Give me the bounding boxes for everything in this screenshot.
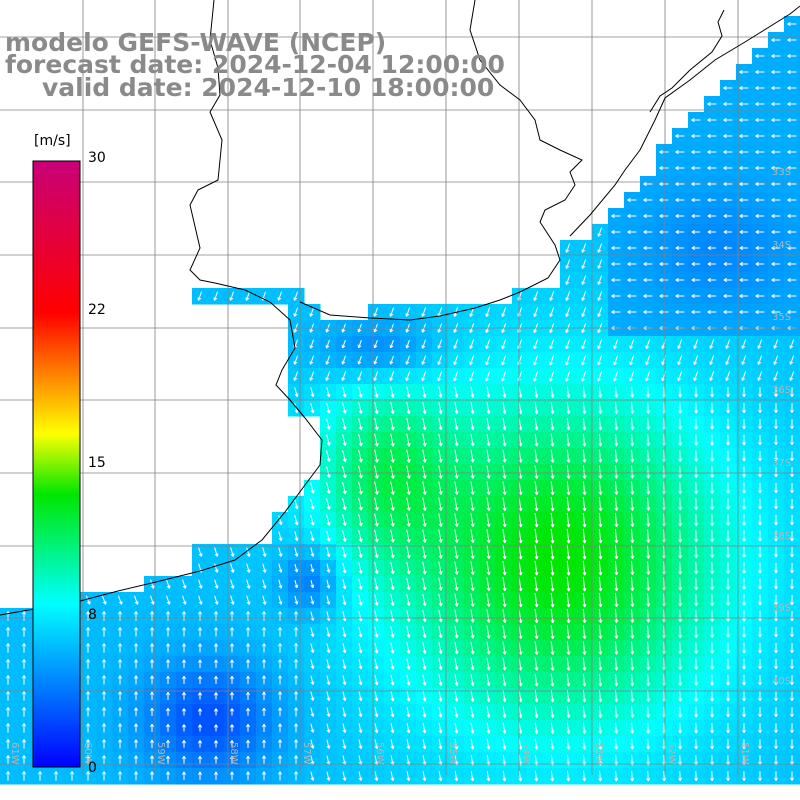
- longitude-label: 55W: [447, 742, 458, 765]
- longitude-label: 59W: [155, 742, 166, 765]
- latitude-label: 38S: [772, 531, 791, 542]
- longitude-label: 56W: [374, 742, 385, 765]
- longitude-label: 53W: [593, 742, 604, 765]
- latitude-label: 33S: [772, 167, 791, 178]
- colorbar: [32, 160, 81, 768]
- colorbar-tick-30: 30: [88, 150, 106, 166]
- longitude-label: 51W: [739, 742, 750, 765]
- longitude-label: 61W: [9, 742, 20, 765]
- longitude-label: 58W: [228, 742, 239, 765]
- valid-date: valid date: 2024-12-10 18:00:00: [42, 73, 495, 102]
- longitude-label: 57W: [301, 742, 312, 765]
- colorbar-tick-8: 8: [88, 607, 97, 623]
- latitude-label: 36S: [772, 385, 791, 396]
- longitude-label: 52W: [666, 742, 677, 765]
- colorbar-tick-15: 15: [88, 455, 106, 471]
- latitude-label: 39S: [772, 603, 791, 614]
- latitude-label: 40S: [772, 676, 791, 687]
- colorbar-tick-0: 0: [88, 760, 97, 776]
- latitude-label: 37S: [772, 458, 791, 469]
- longitude-label: 54W: [520, 742, 531, 765]
- latitude-label: 34S: [772, 240, 791, 251]
- colorbar-unit: [m/s]: [34, 133, 71, 149]
- colorbar-tick-22: 22: [88, 302, 106, 318]
- latitude-label: 35S: [772, 312, 791, 323]
